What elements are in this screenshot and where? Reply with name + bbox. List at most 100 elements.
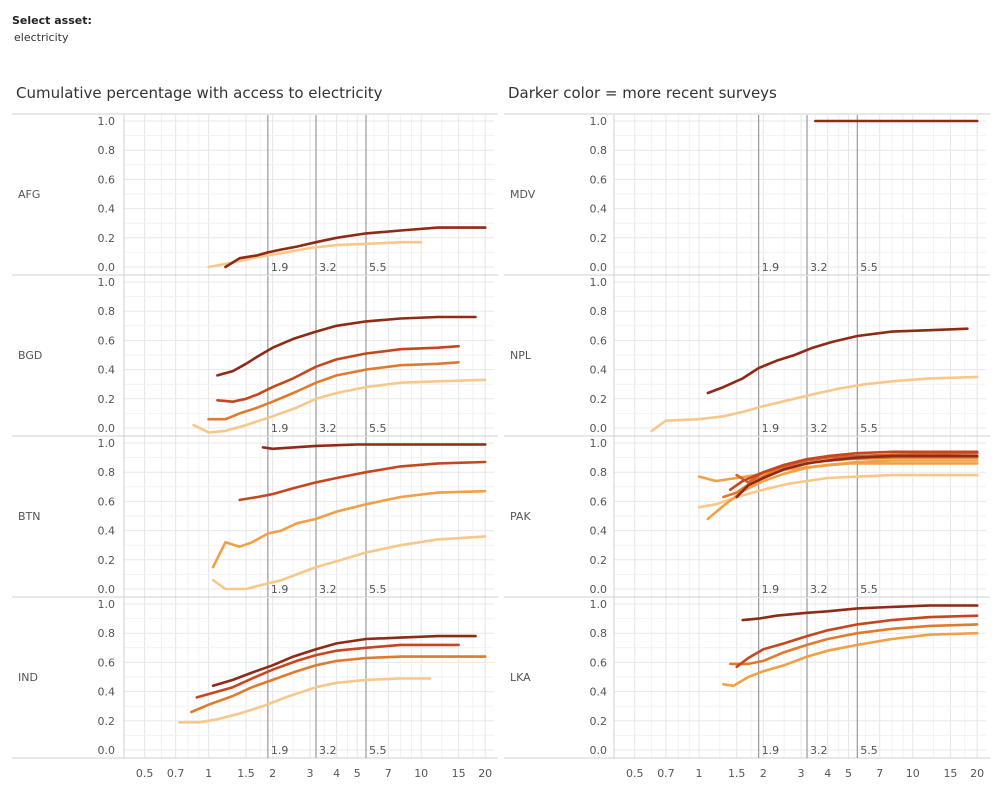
x-tick-label: 10: [906, 767, 920, 780]
y-tick-label: 0.8: [590, 305, 608, 318]
country-label: NPL: [510, 349, 532, 362]
y-tick-label: 0.0: [98, 583, 116, 596]
y-tick-label: 0.8: [590, 466, 608, 479]
x-tick-label: 1: [696, 767, 703, 780]
y-tick-label: 0.0: [98, 261, 116, 274]
series-line-btn: [238, 460, 487, 502]
x-tick-label: 7: [385, 767, 392, 780]
y-tick-label: 0.2: [590, 393, 608, 406]
y-tick-label: 0.8: [98, 144, 116, 157]
series-line-pak: [735, 451, 979, 484]
x-tick-label: 5: [845, 767, 852, 780]
y-tick-label: 0.4: [590, 686, 608, 699]
reference-line-label: 5.5: [369, 261, 387, 274]
reference-line-label: 5.5: [369, 583, 387, 596]
x-tick-label: 2: [760, 767, 767, 780]
reference-line-label: 1.9: [762, 261, 780, 274]
y-tick-label: 0.2: [98, 393, 116, 406]
country-label: MDV: [510, 188, 536, 201]
x-tick-label: 1: [205, 767, 212, 780]
reference-line-label: 5.5: [369, 744, 387, 757]
x-tick-label: 7: [876, 767, 883, 780]
y-tick-label: 0.8: [98, 466, 116, 479]
y-tick-label: 0.6: [98, 334, 116, 347]
y-tick-label: 1.0: [590, 598, 608, 611]
reference-line-label: 3.2: [319, 583, 337, 596]
y-tick-label: 0.4: [590, 203, 608, 216]
country-label: PAK: [510, 510, 531, 523]
y-tick-label: 0.8: [590, 627, 608, 640]
series-line-ind: [195, 643, 460, 699]
reference-line-label: 1.9: [271, 261, 289, 274]
y-tick-label: 0.0: [590, 422, 608, 435]
y-tick-label: 1.0: [98, 276, 116, 289]
x-tick-label: 15: [943, 767, 957, 780]
x-tick-label: 0.5: [136, 767, 154, 780]
series-line-bgd: [192, 378, 487, 434]
y-tick-label: 0.6: [98, 173, 116, 186]
series-line-afg: [224, 226, 487, 269]
reference-line-label: 1.9: [271, 744, 289, 757]
series-line-bgd: [216, 315, 477, 377]
y-tick-label: 0.0: [98, 744, 116, 757]
x-tick-label: 0.5: [626, 767, 644, 780]
series-line-afg: [207, 240, 423, 269]
x-tick-label: 20: [970, 767, 984, 780]
x-tick-label: 20: [478, 767, 492, 780]
series-line-ind: [211, 634, 477, 688]
y-tick-label: 1.0: [98, 115, 116, 128]
asset-filter[interactable]: Select asset: electricity: [12, 14, 92, 44]
y-tick-label: 0.6: [590, 495, 608, 508]
y-tick-label: 0.6: [590, 656, 608, 669]
y-tick-label: 1.0: [98, 598, 116, 611]
x-tick-label: 15: [452, 767, 466, 780]
reference-line-label: 3.2: [319, 261, 337, 274]
x-tick-label: 10: [414, 767, 428, 780]
reference-line-label: 3.2: [810, 261, 828, 274]
country-label: BGD: [18, 349, 42, 362]
reference-line-label: 3.2: [810, 422, 828, 435]
reference-line-label: 5.5: [860, 744, 878, 757]
series-line-bgd: [207, 360, 460, 421]
y-tick-label: 0.6: [590, 173, 608, 186]
series-line-ind: [190, 655, 487, 714]
series-line-btn: [261, 443, 487, 451]
reference-line-label: 5.5: [860, 422, 878, 435]
y-tick-label: 0.4: [590, 525, 608, 538]
y-tick-label: 0.4: [98, 364, 116, 377]
country-label: BTN: [18, 510, 41, 523]
right-chart-title: Darker color = more recent surveys: [508, 84, 777, 102]
series-line-pak: [728, 450, 979, 492]
y-tick-label: 1.0: [98, 437, 116, 450]
reference-line-label: 3.2: [810, 583, 828, 596]
series-line-lka: [728, 623, 979, 666]
y-tick-label: 0.0: [590, 583, 608, 596]
reference-line-label: 1.9: [762, 744, 780, 757]
filter-value[interactable]: electricity: [14, 31, 69, 44]
reference-line-label: 1.9: [271, 422, 289, 435]
y-tick-label: 0.8: [98, 627, 116, 640]
y-tick-label: 0.4: [98, 525, 116, 538]
x-tick-label: 2: [269, 767, 276, 780]
left-chart-title: Cumulative percentage with access to ele…: [16, 84, 383, 102]
series-line-ind: [178, 677, 432, 724]
series-line-pak: [697, 473, 979, 509]
y-tick-label: 0.2: [98, 232, 116, 245]
series-line-pak: [735, 454, 979, 499]
y-tick-label: 0.4: [98, 203, 116, 216]
y-tick-label: 0.6: [98, 495, 116, 508]
reference-line-label: 1.9: [762, 583, 780, 596]
y-tick-label: 0.4: [590, 364, 608, 377]
country-label: AFG: [18, 188, 40, 201]
series-line-lka: [741, 604, 979, 622]
series-line-lka: [735, 614, 979, 669]
y-tick-label: 0.0: [590, 261, 608, 274]
x-tick-label: 4: [333, 767, 340, 780]
reference-line-label: 3.2: [319, 744, 337, 757]
x-tick-label: 0.7: [657, 767, 675, 780]
reference-line-label: 5.5: [369, 422, 387, 435]
y-tick-label: 0.2: [590, 554, 608, 567]
series-line-bgd: [216, 344, 460, 404]
x-tick-label: 0.7: [167, 767, 185, 780]
